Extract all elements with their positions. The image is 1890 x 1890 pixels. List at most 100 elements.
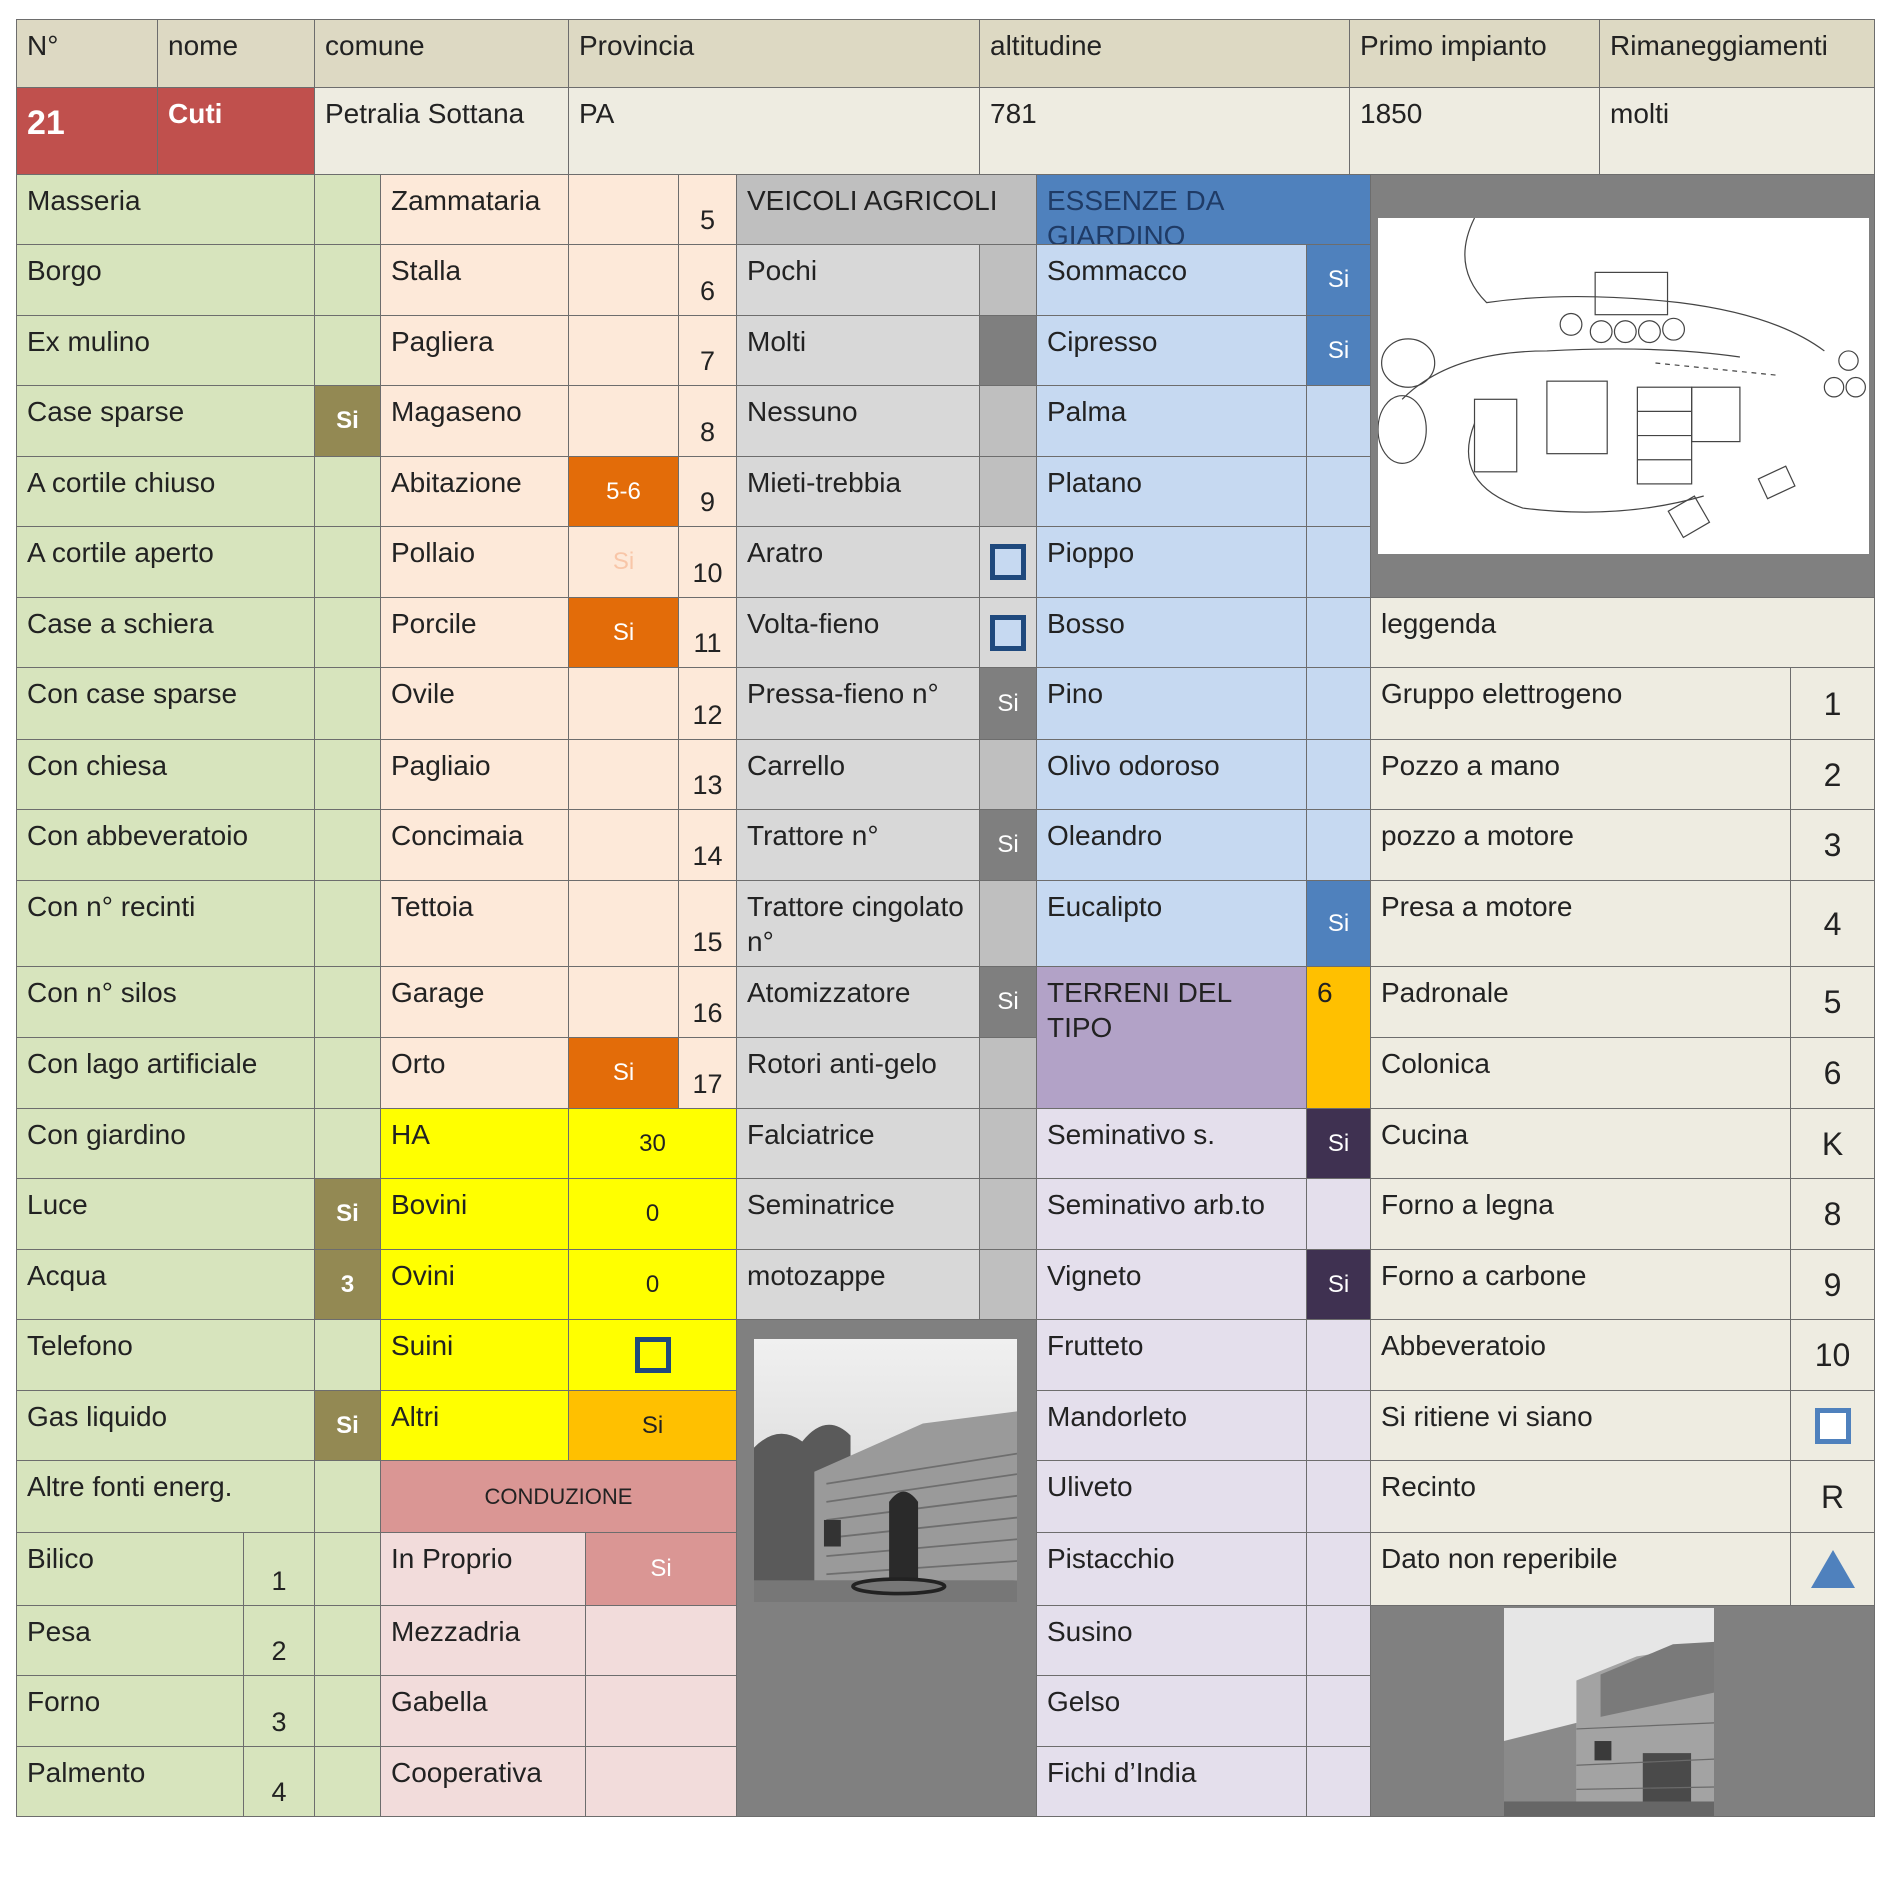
tipologia-label: Con abbeveratoio bbox=[16, 809, 315, 881]
vehicles-title: VEICOLI AGRICOLI bbox=[736, 174, 1037, 245]
room-label: Ovile bbox=[380, 667, 569, 740]
vehicle-label: Mieti-trebbia bbox=[736, 456, 980, 527]
header-value-numero: 21 bbox=[16, 87, 158, 175]
vehicle-label: Trattore n° bbox=[736, 809, 980, 881]
legend-label: Forno a carbone bbox=[1370, 1249, 1791, 1320]
tipologia-value: Si bbox=[314, 385, 381, 457]
legend-symbol: 5 bbox=[1790, 966, 1875, 1038]
tipologia-value bbox=[314, 244, 381, 316]
land-type-label: Uliveto bbox=[1036, 1460, 1307, 1533]
tipologia-label: A cortile aperto bbox=[16, 526, 315, 598]
tipologia-label: Con case sparse bbox=[16, 667, 315, 740]
vehicle-label: Carrello bbox=[736, 739, 980, 810]
tipologia-value: Si bbox=[314, 1178, 381, 1250]
land-type-value bbox=[1306, 1746, 1371, 1817]
structure-number: 1 bbox=[243, 1532, 315, 1606]
header-label-primo_impianto: Primo impianto bbox=[1349, 19, 1600, 88]
legend-symbol: 1 bbox=[1790, 667, 1875, 740]
tipologia-label: Borgo bbox=[16, 244, 315, 316]
tipologia-label: Con giardino bbox=[16, 1108, 315, 1179]
header-value-primo_impianto: 1850 bbox=[1349, 87, 1600, 175]
livestock-label: Altri bbox=[380, 1390, 569, 1461]
garden-plant-value: Si bbox=[1306, 315, 1371, 386]
header-value-altitudine: 781 bbox=[979, 87, 1350, 175]
livestock-label: Ovini bbox=[380, 1249, 569, 1320]
legend-label: Forno a legna bbox=[1370, 1178, 1791, 1250]
room-value bbox=[568, 667, 679, 740]
conduction-title: CONDUZIONE bbox=[380, 1460, 737, 1533]
legend-label: Cucina bbox=[1370, 1108, 1791, 1179]
structure-label: Forno bbox=[16, 1675, 244, 1747]
vehicle-value bbox=[979, 1108, 1037, 1179]
room-label: Garage bbox=[380, 966, 569, 1038]
legend-title: leggenda bbox=[1370, 597, 1875, 668]
vehicle-value bbox=[979, 244, 1037, 316]
header-value-comune: Petralia Sottana bbox=[314, 87, 569, 175]
tipologia-value bbox=[314, 1460, 381, 1533]
garden-plants-title: ESSENZE DA GIARDINO bbox=[1036, 174, 1371, 245]
room-label: Pagliera bbox=[380, 315, 569, 386]
blue-square-icon bbox=[1814, 1407, 1851, 1444]
room-value bbox=[568, 244, 679, 316]
land-type-label: Mandorleto bbox=[1036, 1390, 1307, 1461]
tipologia-value bbox=[314, 739, 381, 810]
building-photo bbox=[1504, 1608, 1714, 1816]
tipologia-label: Masseria bbox=[16, 174, 315, 245]
vehicle-value bbox=[979, 1249, 1037, 1320]
vehicle-value bbox=[979, 1037, 1037, 1109]
garden-plant-label: Pioppo bbox=[1036, 526, 1307, 598]
land-types-value: 6 bbox=[1306, 966, 1371, 1109]
tipologia-value bbox=[314, 809, 381, 881]
header-label-comune: comune bbox=[314, 19, 569, 88]
land-type-value bbox=[1306, 1178, 1371, 1250]
land-types-title: TERRENI DEL TIPO bbox=[1036, 966, 1307, 1109]
land-type-label: Fichi d’India bbox=[1036, 1746, 1307, 1817]
garden-plant-label: Cipresso bbox=[1036, 315, 1307, 386]
legend-label: Recinto bbox=[1370, 1460, 1791, 1533]
tipologia-label: Luce bbox=[16, 1178, 315, 1250]
livestock-value: 0 bbox=[568, 1249, 737, 1320]
garden-plant-value bbox=[1306, 526, 1371, 598]
vehicle-label: Pressa-fieno n° bbox=[736, 667, 980, 740]
tipologia-value bbox=[314, 966, 381, 1038]
land-type-value bbox=[1306, 1605, 1371, 1676]
garden-plant-label: Oleandro bbox=[1036, 809, 1307, 881]
room-value: Si bbox=[568, 597, 679, 668]
conduction-value bbox=[585, 1675, 737, 1747]
site-plan-drawing bbox=[1378, 218, 1869, 554]
tipologia-value bbox=[314, 667, 381, 740]
tipologia-value: Si bbox=[314, 1390, 381, 1461]
land-type-value bbox=[1306, 1319, 1371, 1391]
room-label: Pollaio bbox=[380, 526, 569, 598]
garden-plant-value bbox=[1306, 385, 1371, 457]
header-value-provincia: PA bbox=[568, 87, 980, 175]
vehicle-label: Nessuno bbox=[736, 385, 980, 457]
vehicle-label: Rotori anti-gelo bbox=[736, 1037, 980, 1109]
room-label: Magaseno bbox=[380, 385, 569, 457]
room-label: Zammataria bbox=[380, 174, 569, 245]
room-number: 14 bbox=[678, 809, 737, 881]
land-type-value bbox=[1306, 1390, 1371, 1461]
header-value-nome: Cuti bbox=[157, 87, 315, 175]
tipologia-value bbox=[314, 880, 381, 967]
garden-plant-label: Olivo odoroso bbox=[1036, 739, 1307, 810]
legend-symbol: 2 bbox=[1790, 739, 1875, 810]
header-label-rimaneggiamenti: Rimaneggiamenti bbox=[1599, 19, 1875, 88]
vehicle-label: Aratro bbox=[736, 526, 980, 598]
land-type-value bbox=[1306, 1675, 1371, 1747]
header-label-altitudine: altitudine bbox=[979, 19, 1350, 88]
garden-plant-value: Si bbox=[1306, 880, 1371, 967]
garden-plant-label: Eucalipto bbox=[1036, 880, 1307, 967]
land-type-value bbox=[1306, 1532, 1371, 1606]
livestock-value: Si bbox=[568, 1390, 737, 1461]
room-number: 9 bbox=[678, 456, 737, 527]
vehicle-value bbox=[979, 315, 1037, 386]
vehicle-value: Si bbox=[979, 966, 1037, 1038]
tipologia-value bbox=[314, 315, 381, 386]
vehicle-label: Trattore cingolato n° bbox=[736, 880, 980, 967]
vehicle-value bbox=[979, 385, 1037, 457]
tipologia-label: Gas liquido bbox=[16, 1390, 315, 1461]
garden-plant-label: Bosso bbox=[1036, 597, 1307, 668]
structure-value-empty bbox=[314, 1605, 381, 1676]
room-label: Stalla bbox=[380, 244, 569, 316]
